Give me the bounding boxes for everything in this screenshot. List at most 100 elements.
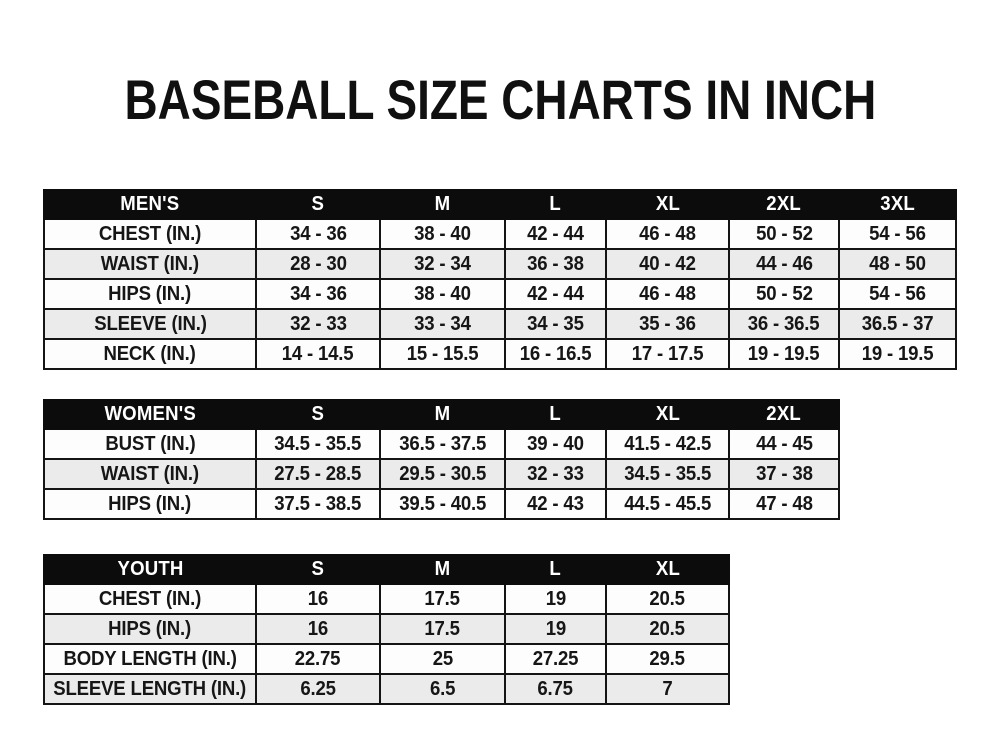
size-value-cell: 38 - 40 <box>379 278 506 310</box>
row-label: CHEST (IN.) <box>43 583 257 615</box>
size-value-cell: 22.75 <box>255 643 381 675</box>
column-header: S <box>255 189 381 220</box>
size-value-cell: 28 - 30 <box>255 248 381 280</box>
size-value-cell: 39 - 40 <box>504 428 607 460</box>
size-value-cell: 19 <box>504 583 607 615</box>
column-header: XL <box>605 189 730 220</box>
row-label: CHEST (IN.) <box>43 218 257 250</box>
size-value-cell: 6.75 <box>504 673 607 705</box>
youth-size-table: YOUTH S M L XL CHEST (IN.) 16 17.5 19 20.5 HIPS (… <box>43 554 730 705</box>
row-label: HIPS (IN.) <box>43 613 257 645</box>
size-value-cell: 36 - 38 <box>504 248 607 280</box>
size-value-cell: 42 - 44 <box>504 278 607 310</box>
size-value-cell: 36.5 - 37 <box>838 308 957 340</box>
size-value-cell: 34 - 36 <box>255 218 381 250</box>
size-value-cell: 16 <box>255 613 381 645</box>
row-label: SLEEVE (IN.) <box>43 308 257 340</box>
size-value-cell: 17 - 17.5 <box>605 338 730 370</box>
row-label: WAIST (IN.) <box>43 458 257 490</box>
size-value-cell: 16 - 16.5 <box>504 338 607 370</box>
row-label: BUST (IN.) <box>43 428 257 460</box>
size-value-cell: 17.5 <box>379 583 506 615</box>
row-label: SLEEVE LENGTH (IN.) <box>43 673 257 705</box>
size-value-cell: 48 - 50 <box>838 248 957 280</box>
size-value-cell: 44.5 - 45.5 <box>605 488 730 520</box>
row-label: HIPS (IN.) <box>43 278 257 310</box>
size-value-cell: 25 <box>379 643 506 675</box>
size-value-cell: 39.5 - 40.5 <box>379 488 506 520</box>
column-header: WOMEN'S <box>43 399 257 430</box>
size-value-cell: 34.5 - 35.5 <box>605 458 730 490</box>
size-value-cell: 19 <box>504 613 607 645</box>
size-value-cell: 15 - 15.5 <box>379 338 506 370</box>
table-row: SLEEVE LENGTH (IN.) 6.25 6.5 6.75 7 <box>43 673 730 705</box>
column-header: M <box>379 189 506 220</box>
size-value-cell: 27.5 - 28.5 <box>255 458 381 490</box>
row-label: BODY LENGTH (IN.) <box>43 643 257 675</box>
youth-header-row: YOUTH S M L XL <box>43 554 730 585</box>
size-value-cell: 34 - 36 <box>255 278 381 310</box>
size-value-cell: 19 - 19.5 <box>728 338 840 370</box>
size-value-cell: 42 - 44 <box>504 218 607 250</box>
size-value-cell: 7 <box>605 673 730 705</box>
table-row: BUST (IN.) 34.5 - 35.5 36.5 - 37.5 39 - 40 4… <box>43 428 840 460</box>
size-value-cell: 6.5 <box>379 673 506 705</box>
table-row: SLEEVE (IN.) 32 - 33 33 - 34 34 - 35 35 - 36… <box>43 308 957 340</box>
table-row: NECK (IN.) 14 - 14.5 15 - 15.5 16 - 16.5 17 … <box>43 338 957 370</box>
column-header: S <box>255 399 381 430</box>
size-value-cell: 37 - 38 <box>728 458 840 490</box>
size-value-cell: 44 - 45 <box>728 428 840 460</box>
page-title-text: BASEBALL SIZE CHARTS IN INCH <box>124 68 876 131</box>
size-value-cell: 16 <box>255 583 381 615</box>
column-header: 2XL <box>728 189 840 220</box>
size-value-cell: 32 - 33 <box>255 308 381 340</box>
table-row: WAIST (IN.) 27.5 - 28.5 29.5 - 30.5 32 - 33… <box>43 458 840 490</box>
column-header: YOUTH <box>43 554 257 585</box>
size-value-cell: 40 - 42 <box>605 248 730 280</box>
size-value-cell: 14 - 14.5 <box>255 338 381 370</box>
size-value-cell: 36 - 36.5 <box>728 308 840 340</box>
table-row: BODY LENGTH (IN.) 22.75 25 27.25 29.5 <box>43 643 730 675</box>
table-row: WAIST (IN.) 28 - 30 32 - 34 36 - 38 40 - 42 4… <box>43 248 957 280</box>
column-header: XL <box>605 554 730 585</box>
row-label: HIPS (IN.) <box>43 488 257 520</box>
column-header: 2XL <box>728 399 840 430</box>
size-value-cell: 17.5 <box>379 613 506 645</box>
table-row: HIPS (IN.) 34 - 36 38 - 40 42 - 44 46 - 48 50… <box>43 278 957 310</box>
page-title: BASEBALL SIZE CHARTS IN INCH <box>0 72 1000 128</box>
size-value-cell: 38 - 40 <box>379 218 506 250</box>
size-value-cell: 42 - 43 <box>504 488 607 520</box>
column-header: L <box>504 554 607 585</box>
size-value-cell: 50 - 52 <box>728 278 840 310</box>
row-label: WAIST (IN.) <box>43 248 257 280</box>
size-value-cell: 34 - 35 <box>504 308 607 340</box>
womens-header-row: WOMEN'S S M L XL 2XL <box>43 399 840 430</box>
table-row: CHEST (IN.) 34 - 36 38 - 40 42 - 44 46 - 48 5… <box>43 218 957 250</box>
column-header: L <box>504 399 607 430</box>
size-value-cell: 36.5 - 37.5 <box>379 428 506 460</box>
size-value-cell: 34.5 - 35.5 <box>255 428 381 460</box>
size-value-cell: 29.5 <box>605 643 730 675</box>
mens-size-table: MEN'S S M L XL 2XL 3XL CHEST (IN.) 34 - 36 38 - … <box>43 189 957 370</box>
size-value-cell: 6.25 <box>255 673 381 705</box>
column-header: M <box>379 399 506 430</box>
table-row: CHEST (IN.) 16 17.5 19 20.5 <box>43 583 730 615</box>
size-value-cell: 47 - 48 <box>728 488 840 520</box>
table-row: HIPS (IN.) 16 17.5 19 20.5 <box>43 613 730 645</box>
size-value-cell: 20.5 <box>605 583 730 615</box>
size-value-cell: 50 - 52 <box>728 218 840 250</box>
size-value-cell: 32 - 33 <box>504 458 607 490</box>
womens-size-table: WOMEN'S S M L XL 2XL BUST (IN.) 34.5 - 35.5 36.… <box>43 399 840 520</box>
column-header: MEN'S <box>43 189 257 220</box>
table-row: HIPS (IN.) 37.5 - 38.5 39.5 - 40.5 42 - 43 4… <box>43 488 840 520</box>
size-value-cell: 27.25 <box>504 643 607 675</box>
size-value-cell: 41.5 - 42.5 <box>605 428 730 460</box>
size-value-cell: 46 - 48 <box>605 278 730 310</box>
size-value-cell: 19 - 19.5 <box>838 338 957 370</box>
column-header: M <box>379 554 506 585</box>
size-value-cell: 54 - 56 <box>838 278 957 310</box>
size-value-cell: 44 - 46 <box>728 248 840 280</box>
size-value-cell: 54 - 56 <box>838 218 957 250</box>
size-value-cell: 32 - 34 <box>379 248 506 280</box>
row-label: NECK (IN.) <box>43 338 257 370</box>
